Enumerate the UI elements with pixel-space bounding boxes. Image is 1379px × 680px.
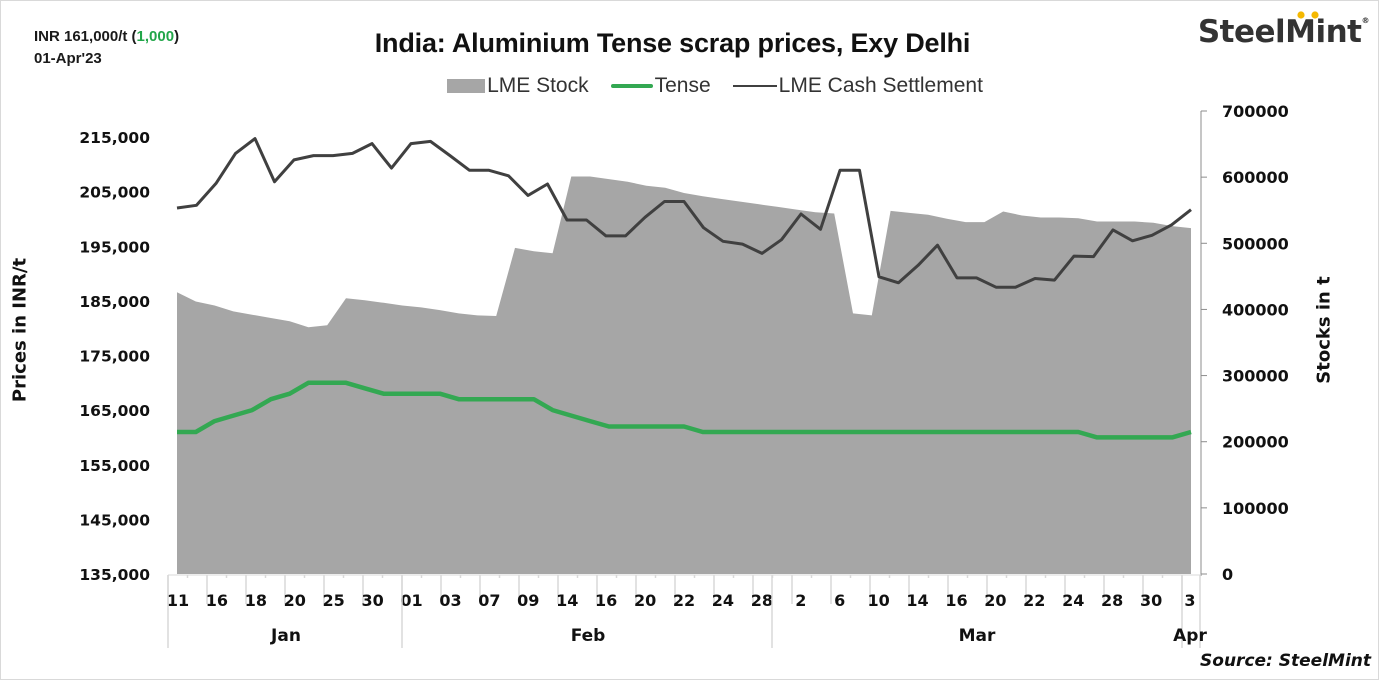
x-axis-tick-label: 2 [795,591,806,610]
x-axis-tick-label: 24 [1062,591,1084,610]
left-axis-tick: 175,000 [79,348,150,366]
right-axis-tick: 300000 [1222,367,1289,386]
right-axis-tick: 700000 [1222,102,1289,121]
left-axis-title: Prices in INR/t [9,257,31,403]
x-axis-tick-label: 28 [1101,591,1123,610]
x-axis-tick-label: 14 [906,591,928,610]
left-axis-tick: 165,000 [79,402,150,420]
x-axis-tick-label: 24 [712,591,734,610]
month-label: Mar [959,626,996,646]
lme-cash-line [176,137,1192,289]
lme-stock-area [177,176,1191,574]
price-note: INR 161,000/t (1,000) 01-Apr'23 [34,26,179,70]
area-swatch-icon [447,79,486,93]
legend-item-tense: Tense [610,74,711,98]
x-axis-tick-label: 22 [1023,591,1045,610]
x-axis-tick-label: 20 [634,591,656,610]
left-axis-tick: 195,000 [79,238,150,256]
x-axis-tick-label: 11 [167,591,189,610]
x-axis-tick-label: 20 [984,591,1006,610]
x-axis-tick-label: 18 [245,591,267,610]
steelmint-logo: SteelMint® [1198,11,1369,50]
x-axis-tick-label: 10 [867,591,889,610]
legend-item-lme-stock: LME Stock [447,74,589,98]
x-axis-tick-label: 30 [361,591,383,610]
left-axis-tick: 185,000 [79,293,150,311]
x-axis-tick-label: 22 [673,591,695,610]
right-axis-tick: 500000 [1222,234,1289,253]
right-axis-tick: 200000 [1222,433,1289,452]
right-axis-title: Stocks in t [1313,276,1335,384]
tense-line [177,380,1192,440]
legend-item-lme-cash: LME Cash Settlement [732,74,983,98]
x-axis-tick-label: 16 [595,591,617,610]
month-label: Jan [270,626,301,646]
current-price: INR 161,000/t (1,000) [34,28,180,45]
x-axis-tick-label: 3 [1184,591,1195,610]
left-axis-tick: 155,000 [79,457,150,475]
x-axis-tick-label: 28 [751,591,773,610]
left-axis-tick: 135,000 [79,566,150,584]
x-axis-tick-label: 09 [517,591,539,610]
x-axis-tick-label: 07 [478,591,500,610]
right-axis-tick: 100000 [1222,499,1289,518]
dark-line-swatch-icon [732,85,777,87]
right-axis-tick: 0 [1222,565,1233,584]
x-axis-tick-label: 01 [400,591,422,610]
logo-dots-icon [1297,11,1319,19]
x-axis-tick-label: 25 [323,591,345,610]
x-axis-tick-label: 20 [284,591,306,610]
x-axis-tick-label: 03 [439,591,461,610]
green-line-swatch-icon [610,84,653,88]
x-axis-tick-label: 16 [206,591,228,610]
x-axis-tick-label: 16 [945,591,967,610]
right-axis-tick: 400000 [1222,300,1289,319]
month-label: Apr [1173,626,1207,646]
source-note: Source: SteelMint [1200,651,1371,671]
right-axis-tick: 600000 [1222,168,1289,187]
price-change: 1,000 [136,28,175,45]
chart-title: India: Aluminium Tense scrap prices, Exy… [374,28,971,58]
left-axis-tick: 145,000 [79,511,150,529]
chart-legend: LME Stock Tense LME Cash Settlement [0,74,1379,98]
left-axis-tick: 205,000 [79,184,150,202]
x-axis-tick-label: 6 [834,591,845,610]
month-label: Feb [571,626,606,646]
x-axis-tick-label: 14 [556,591,578,610]
x-axis-tick-label: 30 [1140,591,1162,610]
price-date: 01-Apr'23 [34,50,102,67]
left-axis-tick: 215,000 [79,129,150,147]
